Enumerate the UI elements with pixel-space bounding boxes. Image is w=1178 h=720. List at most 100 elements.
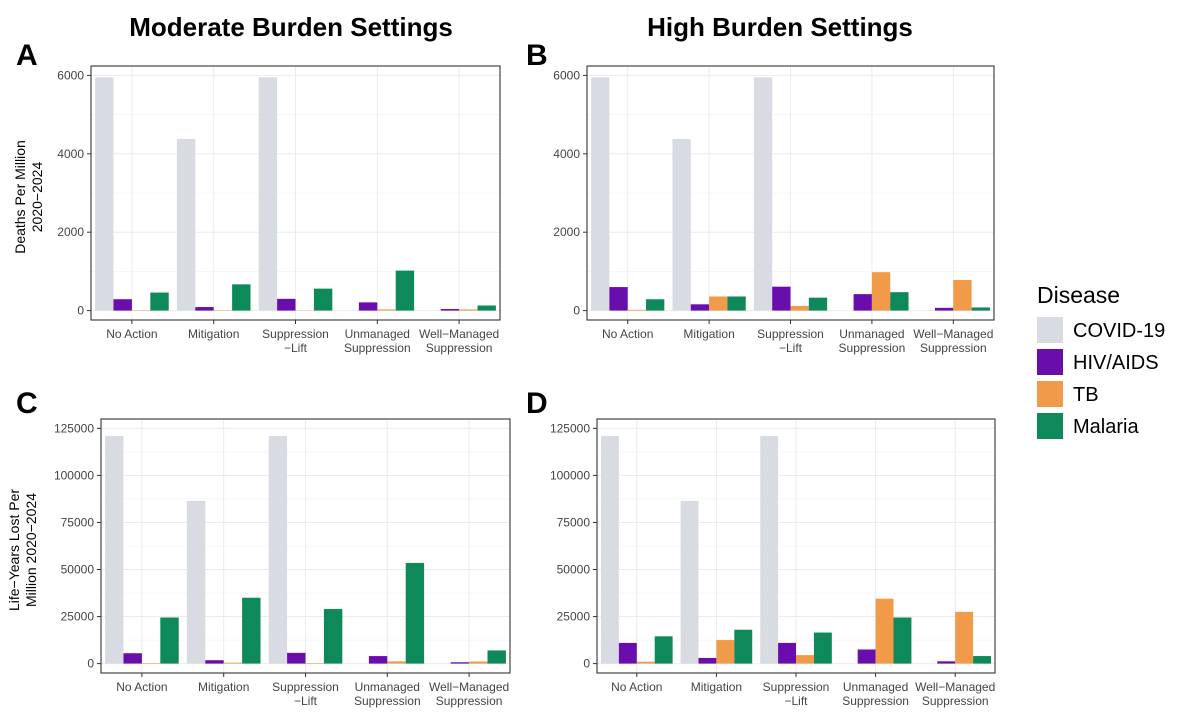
x-tick-label-c: Well−Managed: [429, 680, 509, 694]
bar-a-malaria-1: [232, 284, 251, 311]
bar-a-covid-19-1: [176, 138, 196, 311]
x-tick-label-d: −Lift: [784, 694, 808, 708]
bar-c-covid-19-1: [186, 500, 206, 664]
bar-a-hiv-aids-3: [358, 302, 378, 311]
y-tick-label-d: 100000: [550, 468, 590, 482]
bar-c-covid-19-0: [105, 435, 124, 664]
x-tick-label-c: Unmanaged: [355, 680, 420, 694]
bar-d-hiv-aids-0: [618, 642, 637, 664]
bar-c-tb-0: [141, 663, 161, 664]
bar-b-hiv-aids-4: [934, 307, 954, 311]
x-tick-label-c: Suppression: [354, 694, 421, 708]
bar-d-tb-0: [636, 661, 655, 664]
bar-b-covid-19-0: [591, 77, 610, 311]
y-tick-label-d: 25000: [557, 610, 591, 624]
x-tick-label-a: Well−Managed: [419, 327, 499, 341]
bar-d-covid-19-0: [600, 435, 619, 664]
bar-b-tb-3: [871, 272, 891, 311]
bar-b-malaria-0: [646, 299, 665, 311]
bar-b-malaria-2: [808, 297, 828, 311]
bar-d-malaria-2: [813, 632, 832, 664]
bar-d-tb-1: [716, 640, 735, 664]
y-tick-label-c: 100000: [54, 468, 94, 482]
bar-a-tb-4: [459, 309, 478, 311]
y-tick-label-c: 75000: [61, 515, 95, 529]
bar-b-hiv-aids-3: [853, 294, 872, 311]
y-tick-label-c: 50000: [61, 563, 95, 577]
bar-c-malaria-3: [405, 562, 425, 664]
x-tick-label-a: −Lift: [284, 341, 308, 355]
bar-a-hiv-aids-2: [277, 298, 296, 311]
bar-c-malaria-1: [242, 597, 261, 664]
y-tick-label-b: 2000: [553, 225, 580, 239]
bar-b-tb-0: [627, 309, 647, 311]
bar-c-hiv-aids-0: [123, 653, 142, 664]
bar-d-hiv-aids-2: [778, 642, 796, 664]
legend-label-malaria: Malaria: [1073, 416, 1139, 438]
bar-c-malaria-0: [160, 617, 179, 664]
bar-d-covid-19-2: [760, 435, 779, 664]
x-tick-label-a: Unmanaged: [345, 327, 410, 341]
y-tick-label-d: 50000: [557, 563, 591, 577]
bar-a-malaria-0: [150, 292, 169, 311]
x-tick-label-b: −Lift: [779, 341, 803, 355]
bar-d-hiv-aids-3: [857, 649, 876, 664]
bar-b-tb-4: [953, 280, 972, 311]
x-tick-label-d: Well−Managed: [915, 680, 995, 694]
bar-d-hiv-aids-1: [698, 657, 717, 664]
bar-d-malaria-0: [654, 636, 673, 664]
x-tick-label-b: No Action: [602, 327, 653, 341]
y-tick-label-c: 125000: [54, 421, 94, 435]
y-tick-label-c: 0: [87, 657, 94, 671]
bar-d-hiv-aids-4: [937, 661, 956, 664]
bar-a-malaria-3: [395, 270, 415, 311]
bar-c-tb-1: [223, 662, 243, 664]
x-tick-label-b: Mitigation: [683, 327, 734, 341]
x-tick-label-b: Unmanaged: [839, 327, 904, 341]
x-tick-label-a: Suppression: [262, 327, 329, 341]
legend-label-covid-19: COVID-19: [1073, 320, 1165, 342]
y-tick-label-a: 6000: [57, 68, 84, 82]
y-tick-label-b: 4000: [553, 147, 580, 161]
bar-d-malaria-4: [973, 656, 992, 664]
bar-a-covid-19-0: [95, 77, 114, 311]
bar-b-hiv-aids-0: [609, 287, 628, 311]
bar-a-hiv-aids-1: [195, 307, 214, 311]
bar-c-tb-2: [305, 663, 324, 664]
bar-a-covid-19-2: [258, 77, 278, 311]
bar-c-hiv-aids-3: [368, 656, 388, 664]
legend-label-hiv-aids: HIV/AIDS: [1073, 352, 1159, 374]
y-tick-label-d: 125000: [550, 421, 590, 435]
bar-a-malaria-4: [477, 305, 496, 311]
bar-d-covid-19-1: [680, 500, 699, 664]
x-tick-label-d: Suppression: [842, 694, 909, 708]
x-tick-label-c: No Action: [116, 680, 167, 694]
x-tick-label-c: Mitigation: [198, 680, 249, 694]
y-tick-label-a: 2000: [57, 225, 84, 239]
legend: Disease COVID-19 HIV/AIDS TB Malaria: [1037, 282, 1165, 439]
x-tick-label-b: Suppression: [839, 341, 906, 355]
bar-c-hiv-aids-2: [287, 652, 306, 664]
x-tick-label-d: No Action: [611, 680, 662, 694]
x-tick-label-a: Suppression: [426, 341, 493, 355]
x-tick-label-d: Mitigation: [691, 680, 742, 694]
panel-b-chart: B 0 2000 4000 6000 No Action Mitigation Suppres…: [526, 39, 995, 355]
bar-c-hiv-aids-4: [450, 662, 470, 664]
bar-b-covid-19-2: [753, 77, 773, 311]
panel-a-chart: A 0 2000 4000 6000 No Action Mitigation Suppres…: [16, 39, 501, 355]
x-tick-label-c: −Lift: [294, 694, 318, 708]
bar-b-malaria-1: [727, 296, 746, 311]
bar-c-malaria-4: [487, 650, 506, 664]
bar-d-malaria-3: [893, 617, 912, 664]
bar-a-tb-3: [377, 309, 396, 311]
bar-c-tb-3: [387, 661, 406, 664]
panel-letter-c: C: [16, 387, 38, 420]
y-tick-label-b: 6000: [553, 68, 580, 82]
bar-a-malaria-2: [313, 288, 333, 311]
bar-c-hiv-aids-1: [205, 660, 224, 664]
legend-label-tb: TB: [1073, 384, 1099, 406]
legend-swatch-tb: [1037, 381, 1063, 407]
y-axis-label-deaths: Deaths Per Million 2020−2024: [12, 140, 45, 254]
bar-a-hiv-aids-0: [113, 299, 132, 311]
